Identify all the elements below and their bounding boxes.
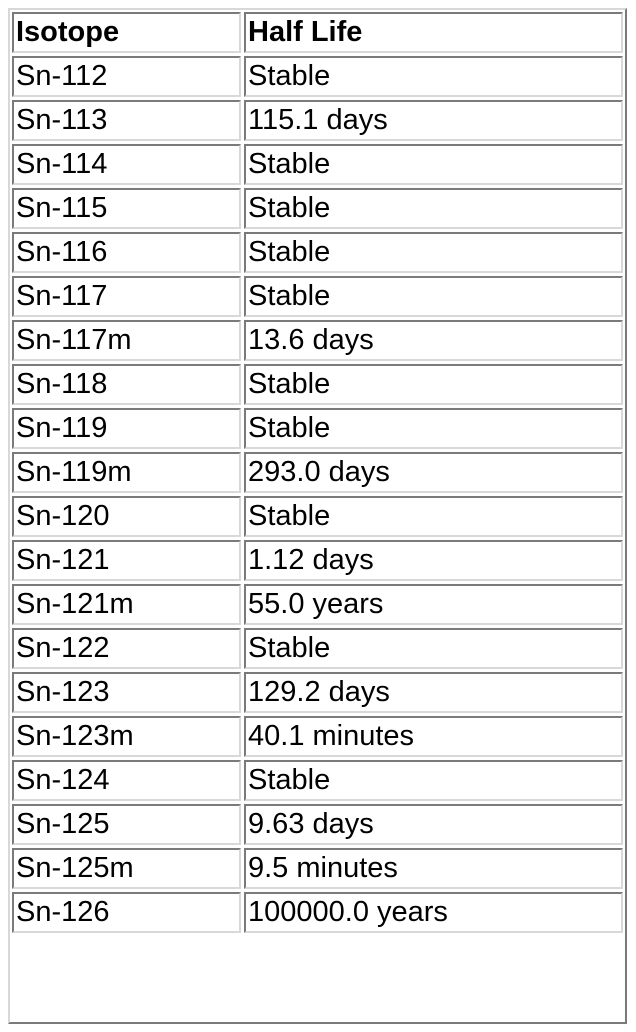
table-row: Sn-113 115.1 days [12, 100, 623, 141]
isotope-cell: Sn-112 [12, 56, 241, 97]
half-life-cell: Stable [244, 188, 623, 229]
isotope-cell: Sn-125m [12, 848, 241, 889]
half-life-cell: Stable [244, 56, 623, 97]
isotope-cell: Sn-126 [12, 892, 241, 933]
half-life-cell: 9.63 days [244, 804, 623, 845]
table-row: Sn-117 Stable [12, 276, 623, 317]
table-row: Sn-123 129.2 days [12, 672, 623, 713]
table-row: Sn-116 Stable [12, 232, 623, 273]
isotope-cell: Sn-119m [12, 452, 241, 493]
table-row: Sn-117m 13.6 days [12, 320, 623, 361]
isotope-cell: Sn-121 [12, 540, 241, 581]
table-row: Sn-119 Stable [12, 408, 623, 449]
table-row: Sn-121 1.12 days [12, 540, 623, 581]
table-body: Sn-112 Stable Sn-113 115.1 days Sn-114 Stable… [12, 56, 623, 933]
isotope-cell: Sn-118 [12, 364, 241, 405]
header-half-life: Half Life [244, 12, 623, 53]
half-life-cell: Stable [244, 496, 623, 537]
header-isotope: Isotope [12, 12, 241, 53]
isotope-cell: Sn-117 [12, 276, 241, 317]
half-life-cell: 1.12 days [244, 540, 623, 581]
table-row: Sn-125 9.63 days [12, 804, 623, 845]
half-life-cell: 100000.0 years [244, 892, 623, 933]
half-life-cell: 293.0 days [244, 452, 623, 493]
table-row: Sn-114 Stable [12, 144, 623, 185]
isotope-table-frame: Isotope Half Life Sn-112 Stable Sn-113 115.… [8, 8, 627, 1024]
isotope-cell: Sn-125 [12, 804, 241, 845]
isotope-cell: Sn-124 [12, 760, 241, 801]
isotope-cell: Sn-120 [12, 496, 241, 537]
isotope-cell: Sn-114 [12, 144, 241, 185]
table-row: Sn-121m 55.0 years [12, 584, 623, 625]
half-life-cell: 129.2 days [244, 672, 623, 713]
isotope-cell: Sn-119 [12, 408, 241, 449]
table-row: Sn-119m 293.0 days [12, 452, 623, 493]
table-row: Sn-125m 9.5 minutes [12, 848, 623, 889]
isotope-cell: Sn-122 [12, 628, 241, 669]
half-life-cell: 40.1 minutes [244, 716, 623, 757]
isotope-cell: Sn-123m [12, 716, 241, 757]
isotope-cell: Sn-123 [12, 672, 241, 713]
table-row: Sn-123m 40.1 minutes [12, 716, 623, 757]
table-row: Sn-120 Stable [12, 496, 623, 537]
table-header-row: Isotope Half Life [12, 12, 623, 53]
isotope-cell: Sn-116 [12, 232, 241, 273]
half-life-cell: 9.5 minutes [244, 848, 623, 889]
half-life-cell: Stable [244, 760, 623, 801]
isotope-cell: Sn-121m [12, 584, 241, 625]
table-row: Sn-122 Stable [12, 628, 623, 669]
half-life-cell: Stable [244, 232, 623, 273]
table-row: Sn-126 100000.0 years [12, 892, 623, 933]
half-life-cell: Stable [244, 276, 623, 317]
isotope-cell: Sn-113 [12, 100, 241, 141]
half-life-cell: 115.1 days [244, 100, 623, 141]
half-life-cell: 13.6 days [244, 320, 623, 361]
table-row: Sn-118 Stable [12, 364, 623, 405]
isotope-cell: Sn-117m [12, 320, 241, 361]
table-row: Sn-112 Stable [12, 56, 623, 97]
table-row: Sn-115 Stable [12, 188, 623, 229]
half-life-cell: Stable [244, 364, 623, 405]
table-row: Sn-124 Stable [12, 760, 623, 801]
half-life-cell: Stable [244, 144, 623, 185]
isotope-table: Isotope Half Life Sn-112 Stable Sn-113 115.… [9, 9, 626, 936]
isotope-cell: Sn-115 [12, 188, 241, 229]
half-life-cell: 55.0 years [244, 584, 623, 625]
half-life-cell: Stable [244, 628, 623, 669]
half-life-cell: Stable [244, 408, 623, 449]
